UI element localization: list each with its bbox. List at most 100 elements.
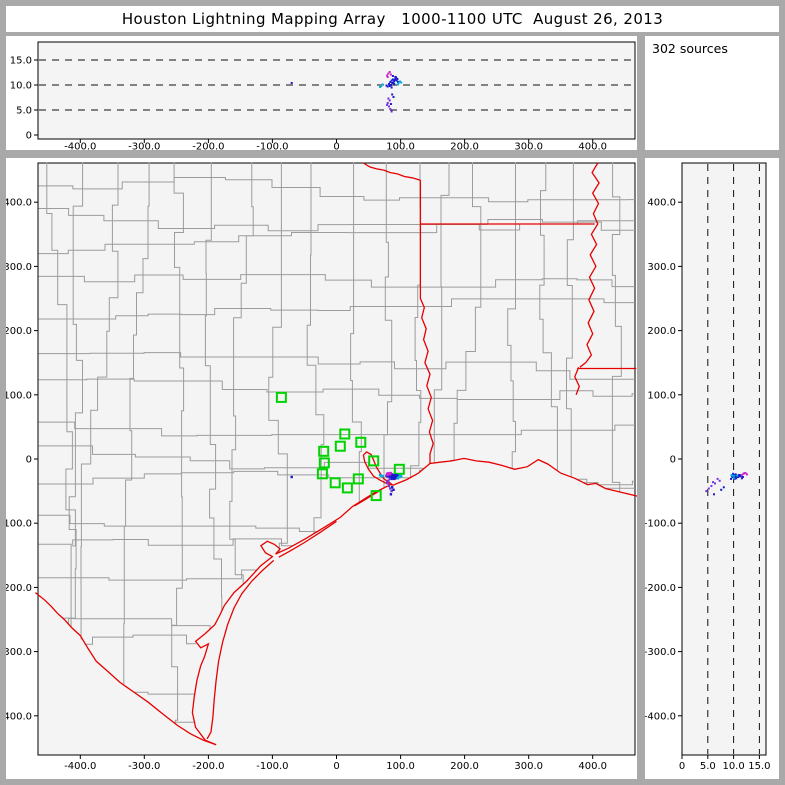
ns-tick-label: -200.0 [6,583,32,594]
lightning-source [386,482,389,485]
lma-station-marker [339,428,351,440]
lightning-source [716,477,719,480]
lightning-source [389,493,393,496]
altitude-ew-panel: 0 5.0 10.0 15.0 -400.0 -300.0 -200.0 -100.0 0 100… [6,36,637,150]
lightning-source [390,475,393,478]
lightning-source [735,477,738,480]
lightning-source [743,472,746,475]
alt-tick-label: 5.0 [16,106,32,117]
lightning-source [738,474,741,477]
title-bar: Houston Lightning Mapping Array 1000-110… [6,6,779,32]
lightning-source [394,474,398,477]
ew-tick-label: -300.0 [128,142,160,151]
lightning-source [387,471,390,475]
lma-station-marker [352,473,364,485]
lightning-source [722,486,725,489]
plot-background [37,41,636,140]
rio-grande [34,592,217,746]
ns-tick-label: 100.0 [6,390,32,401]
lightning-source [378,473,382,477]
lma-station-marker [368,455,380,467]
lightning-source [707,487,710,490]
lightning-source [393,79,396,81]
lightning-source [389,474,392,477]
sources-count-label: 302 sources [652,41,728,56]
lightning-source [389,108,392,110]
lightning-source [736,474,739,477]
altitude-ns-plot[interactable]: 400.0 300.0 200.0 100.0 0 -100.0 -200.0 -300.0 -… [645,158,779,779]
ns-tick-label: 300.0 [6,262,32,273]
lightning-source [388,475,391,479]
lightning-source [739,475,742,478]
lightning-source [392,488,395,491]
lightning-source [387,484,391,488]
lightning-source [386,473,389,477]
alt-tick-label: 0 [679,761,685,772]
lma-station-marker [370,490,382,502]
alt-tick-label: 5.0 [700,761,716,772]
lightning-source [390,79,393,82]
lightning-source [391,75,394,77]
lightning-source [733,475,736,478]
barrier-island [206,559,275,740]
lightning-source [746,473,748,476]
lightning-source [737,474,740,477]
lma-station-marker [341,482,353,494]
lightning-source [391,486,394,489]
ns-tick-label: -400.0 [6,711,32,722]
lightning-source [396,477,400,480]
lightning-source [730,477,732,480]
lightning-source [386,104,389,106]
lightning-source [388,473,391,476]
ns-tick-label: 200.0 [647,326,676,337]
ns-tick-label: -100.0 [6,519,32,530]
lightning-source [396,78,399,80]
lightning-source [400,81,403,84]
lightning-source [395,475,398,479]
alt-tick-label: 15.0 [10,56,32,67]
lightning-source [712,481,714,484]
lightning-source [713,493,715,496]
lightning-source [386,74,389,77]
lma-station-marker [329,477,341,489]
sources-count-box: 302 sources [645,36,779,150]
ew-tick-label: -400.0 [64,142,96,151]
altitude-ns-panel: 400.0 300.0 200.0 100.0 0 -100.0 -200.0 -300.0 -… [645,158,779,779]
ns-tick-label: 400.0 [647,198,676,209]
lightning-source [737,476,740,478]
lightning-source [388,99,391,102]
lightning-source [381,83,384,86]
ns-tick-label: 0 [26,455,32,466]
lightning-source [744,472,747,475]
lightning-source [394,477,397,480]
lightning-source [740,474,743,477]
lightning-source [397,475,400,479]
lightning-source [740,477,743,480]
lightning-source [389,81,392,83]
alt-tick-label: 10.0 [10,81,32,92]
ns-tick-label: 300.0 [647,262,676,273]
map-plot[interactable]: 400.0 300.0 200.0 100.0 0 -100.0 -200.0 -300.0 -… [6,158,637,779]
ns-tick-label: -200.0 [645,583,676,594]
ms-river-lower [574,366,581,396]
lightning-source [397,83,399,86]
alt-tick-label: 15.0 [748,761,770,772]
ew-tick-label: 0 [333,142,339,151]
ew-tick-label: -300.0 [128,761,160,772]
lightning-source [389,84,392,87]
ns-tick-label: -100.0 [645,519,676,530]
lightning-source [400,475,403,478]
lightning-source [387,72,390,75]
lightning-source [390,477,393,481]
ew-tick-label: 400.0 [578,142,607,151]
ew-tick-label: -200.0 [192,142,224,151]
lightning-source [389,73,392,76]
altitude-ew-plot[interactable]: 0 5.0 10.0 15.0 -400.0 -300.0 -200.0 -100.0 0 100… [6,36,637,150]
lma-station-marker [393,463,405,475]
lightning-source [392,96,395,98]
ew-tick-label: -100.0 [256,761,288,772]
lightning-source [387,479,390,482]
ew-tick-label: 100.0 [386,142,415,151]
ew-tick-label: -100.0 [256,142,288,151]
lma-station-marker [334,440,346,452]
